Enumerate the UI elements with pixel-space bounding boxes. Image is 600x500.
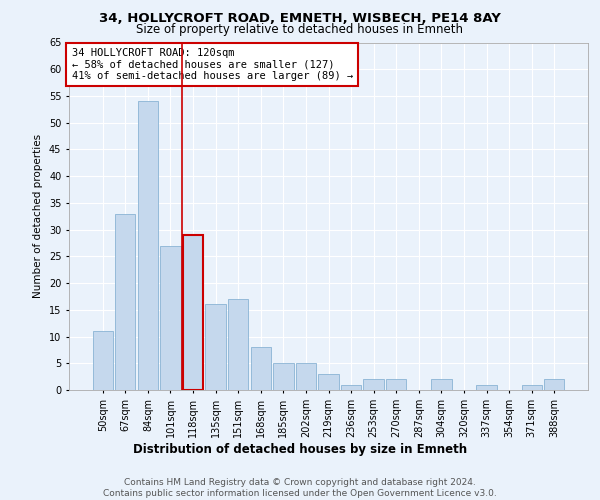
Text: 34, HOLLYCROFT ROAD, EMNETH, WISBECH, PE14 8AY: 34, HOLLYCROFT ROAD, EMNETH, WISBECH, PE…: [99, 12, 501, 26]
Bar: [431, 380, 452, 390]
Text: 34 HOLLYCROFT ROAD: 120sqm
← 58% of detached houses are smaller (127)
41% of sem: 34 HOLLYCROFT ROAD: 120sqm ← 58% of deta…: [71, 48, 353, 81]
Bar: [251, 347, 271, 390]
Bar: [296, 364, 316, 390]
Bar: [160, 246, 181, 390]
Text: Distribution of detached houses by size in Emneth: Distribution of detached houses by size …: [133, 442, 467, 456]
Bar: [544, 380, 565, 390]
Text: Size of property relative to detached houses in Emneth: Size of property relative to detached ho…: [137, 24, 464, 36]
Text: Contains HM Land Registry data © Crown copyright and database right 2024.
Contai: Contains HM Land Registry data © Crown c…: [103, 478, 497, 498]
Bar: [476, 384, 497, 390]
Y-axis label: Number of detached properties: Number of detached properties: [34, 134, 43, 298]
Bar: [386, 380, 406, 390]
Bar: [183, 235, 203, 390]
Bar: [319, 374, 338, 390]
Bar: [364, 380, 384, 390]
Bar: [115, 214, 136, 390]
Bar: [521, 384, 542, 390]
Bar: [205, 304, 226, 390]
Bar: [92, 331, 113, 390]
Bar: [341, 384, 361, 390]
Bar: [228, 299, 248, 390]
Bar: [138, 102, 158, 390]
Bar: [273, 364, 293, 390]
